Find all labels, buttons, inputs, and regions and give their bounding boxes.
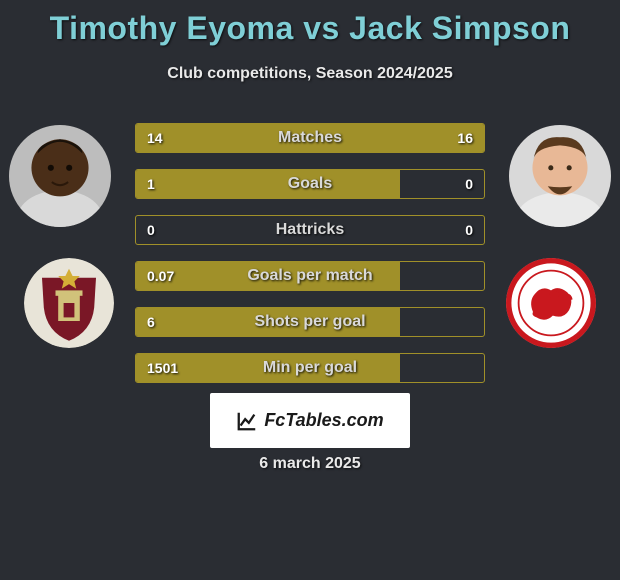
player-right-photo xyxy=(509,125,611,227)
stat-row: Goals10 xyxy=(135,169,485,199)
date-text: 6 march 2025 xyxy=(0,455,620,473)
stat-row: Matches1416 xyxy=(135,123,485,153)
club-right-crest xyxy=(506,258,596,348)
avatar-left-icon xyxy=(9,125,111,227)
stat-bars: Matches1416 Goals10 Hattricks00 Goals per m… xyxy=(135,123,485,399)
avatar-right-icon xyxy=(509,125,611,227)
stat-bar-track xyxy=(135,307,485,337)
stat-bar-fill-left xyxy=(136,124,296,152)
stat-bar-track xyxy=(135,169,485,199)
stat-bar-fill-left xyxy=(136,262,400,290)
stat-bar-track xyxy=(135,261,485,291)
stat-bar-fill-left xyxy=(136,308,400,336)
stat-bar-track xyxy=(135,215,485,245)
comparison-title: Timothy Eyoma vs Jack Simpson xyxy=(0,0,620,47)
stat-row: Hattricks00 xyxy=(135,215,485,245)
stat-row: Goals per match0.07 xyxy=(135,261,485,291)
footer-brand-text: FcTables.com xyxy=(264,410,383,431)
subtitle: Club competitions, Season 2024/2025 xyxy=(0,65,620,83)
stat-bar-track xyxy=(135,123,485,153)
stat-bar-fill-right xyxy=(296,124,484,152)
stat-bar-fill-left xyxy=(136,354,400,382)
club-left-crest xyxy=(24,258,114,348)
crest-left-icon xyxy=(24,258,114,348)
vs-text: vs xyxy=(303,10,340,46)
player-left-photo xyxy=(9,125,111,227)
stat-bar-fill-left xyxy=(136,170,400,198)
stat-row: Min per goal1501 xyxy=(135,353,485,383)
chart-icon xyxy=(236,410,258,432)
crest-right-icon xyxy=(506,258,596,348)
player-left-name: Timothy Eyoma xyxy=(50,10,294,46)
stat-row: Shots per goal6 xyxy=(135,307,485,337)
player-right-name: Jack Simpson xyxy=(349,10,570,46)
footer-brand: FcTables.com xyxy=(210,393,410,448)
stat-bar-track xyxy=(135,353,485,383)
